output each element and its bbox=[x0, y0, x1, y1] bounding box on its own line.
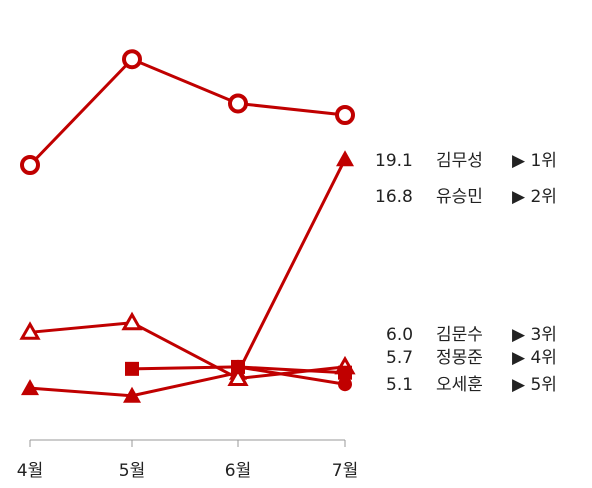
x-tick-label: 6월 bbox=[225, 461, 251, 481]
data-point bbox=[121, 311, 143, 331]
data-point bbox=[338, 365, 352, 380]
end-label-name: 오세훈 bbox=[436, 375, 483, 395]
end-label-rank: ▶ 5위 bbox=[512, 375, 557, 395]
data-point bbox=[123, 386, 141, 403]
end-label-name: 정몽준 bbox=[436, 348, 483, 368]
data-point bbox=[21, 379, 39, 396]
series-layer bbox=[19, 49, 356, 403]
marker-layer bbox=[19, 49, 356, 403]
end-label-5: 5.1 오세훈 ▶ 5위 bbox=[386, 375, 557, 395]
series-path bbox=[237, 365, 346, 386]
data-point bbox=[335, 105, 355, 125]
end-label-3: 6.0 김문수 ▶ 3위 bbox=[386, 325, 557, 345]
end-label-2: 16.8 유승민 ▶ 2위 bbox=[375, 187, 557, 207]
x-tick-label: 5월 bbox=[119, 461, 145, 481]
series-line-5 bbox=[237, 365, 346, 386]
x-tick-label: 4월 bbox=[17, 461, 43, 481]
end-label-rank: ▶ 4위 bbox=[512, 348, 557, 368]
end-label-1: 19.1 김무성 ▶ 1위 bbox=[375, 151, 557, 171]
data-point bbox=[336, 150, 354, 167]
end-labels: 19.1 김무성 ▶ 1위 16.8 유승민 ▶ 2위 6.0 김문수 ▶ 3위 5.7 정몽준 ▶ … bbox=[375, 151, 557, 395]
end-label-value: 19.1 bbox=[375, 151, 413, 171]
series-line-3 bbox=[29, 321, 346, 380]
end-label-rank: ▶ 3위 bbox=[512, 325, 557, 345]
end-label-value: 5.7 bbox=[386, 348, 413, 368]
end-label-value: 6.0 bbox=[386, 325, 413, 345]
series-line-1 bbox=[28, 57, 346, 167]
series-path bbox=[28, 57, 346, 167]
data-point bbox=[227, 367, 249, 386]
data-point bbox=[231, 359, 245, 374]
data-point bbox=[125, 361, 139, 376]
end-label-value: 16.8 bbox=[375, 187, 413, 207]
x-tick-label: 7월 bbox=[332, 461, 358, 481]
data-point bbox=[20, 155, 40, 175]
end-label-name: 김무성 bbox=[436, 151, 483, 171]
end-label-name: 유승민 bbox=[436, 187, 483, 207]
end-label-name: 김문수 bbox=[436, 325, 483, 345]
series-path bbox=[29, 158, 347, 398]
end-label-rank: ▶ 2위 bbox=[512, 187, 557, 207]
x-axis: 4월 5월 6월 7월 bbox=[17, 439, 358, 481]
series-path bbox=[29, 321, 346, 380]
data-point bbox=[228, 93, 248, 114]
series-line-2 bbox=[29, 158, 347, 398]
end-label-rank: ▶ 1위 bbox=[512, 151, 557, 171]
end-label-4: 5.7 정몽준 ▶ 4위 bbox=[386, 348, 557, 368]
end-label-value: 5.1 bbox=[386, 375, 413, 395]
data-point bbox=[338, 377, 352, 392]
data-point bbox=[122, 49, 142, 70]
data-point bbox=[19, 321, 41, 340]
